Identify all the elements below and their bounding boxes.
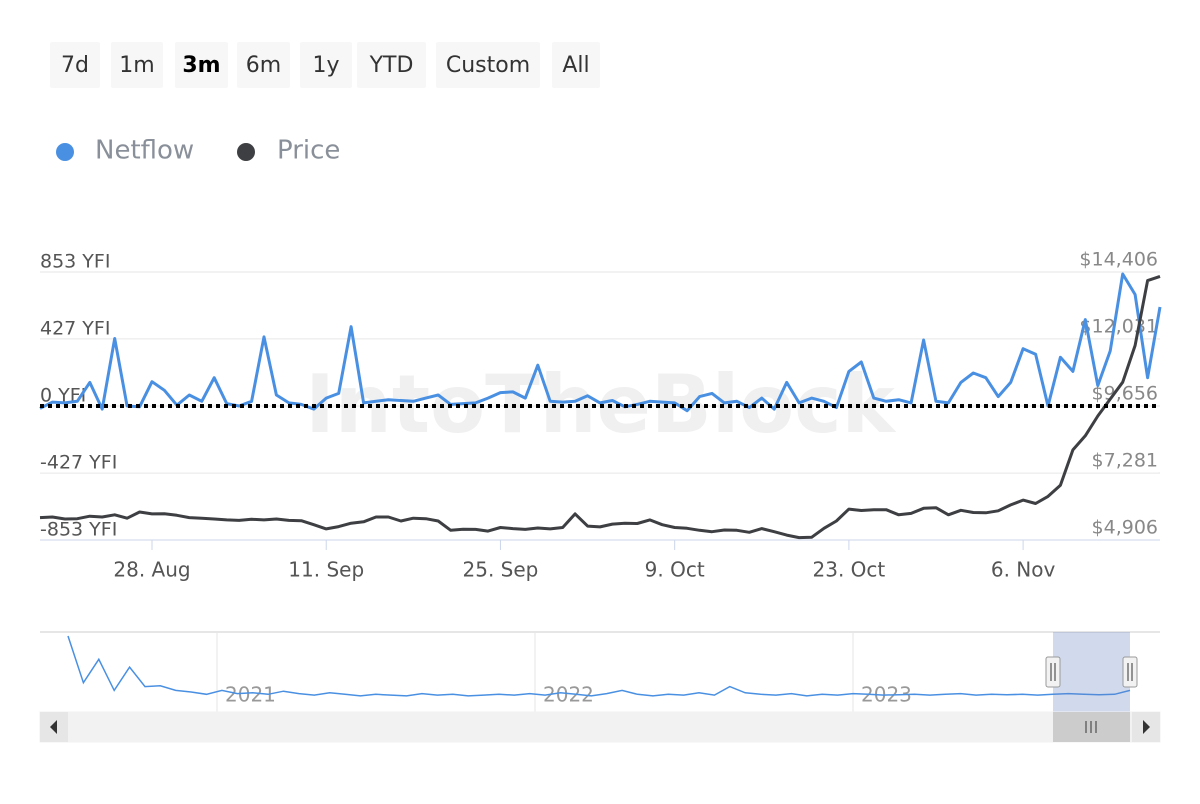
arrow-right <box>1143 720 1150 734</box>
range-button-label[interactable]: 1y <box>312 53 339 78</box>
range-button-label[interactable]: 6m <box>246 53 281 78</box>
range-button[interactable] <box>300 42 352 88</box>
range-button-label[interactable]: All <box>562 53 589 78</box>
range-button-label[interactable]: Custom <box>446 53 530 78</box>
scrollbar-track <box>39 711 1161 743</box>
x-tick-label: 23. Oct <box>813 558 886 582</box>
arrow-left <box>50 720 57 734</box>
navigator-line <box>67 635 1131 697</box>
y2-tick-label: $14,406 <box>1079 249 1158 271</box>
x-tick-label: 25. Sep <box>463 558 539 582</box>
x-tick-label: 9. Oct <box>645 558 705 582</box>
legend-label[interactable]: Price <box>277 136 340 166</box>
range-button[interactable] <box>50 42 100 88</box>
range-button-label[interactable]: 1m <box>119 53 154 78</box>
range-button[interactable] <box>357 42 426 88</box>
y2-tick-label: $9,656 <box>1092 383 1158 405</box>
legend-marker[interactable] <box>56 143 74 161</box>
series-line <box>39 272 1162 413</box>
range-button[interactable] <box>436 42 540 88</box>
y2-tick-label: $12,031 <box>1079 316 1158 338</box>
y-tick-label: -853 YFI <box>40 519 117 541</box>
legend-marker[interactable] <box>237 143 255 161</box>
range-button[interactable] <box>237 42 290 88</box>
range-button-label[interactable]: YTD <box>369 53 414 78</box>
navigator <box>40 632 1160 712</box>
y2-tick-label: $4,906 <box>1092 517 1158 539</box>
navigator-handle[interactable] <box>1045 656 1061 688</box>
range-button[interactable] <box>175 42 228 88</box>
navigator-mask[interactable] <box>1053 632 1130 712</box>
series-line <box>39 274 1161 540</box>
y2-tick-label: $7,281 <box>1092 450 1158 472</box>
x-tick-label: 6. Nov <box>991 558 1056 582</box>
range-button-label[interactable]: 3m <box>182 53 220 78</box>
range-button[interactable] <box>111 42 163 88</box>
range-button[interactable] <box>552 42 600 88</box>
x-tick-label: 11. Sep <box>288 558 364 582</box>
y-tick-label: 853 YFI <box>40 251 110 273</box>
range-button-label[interactable]: 7d <box>61 53 89 78</box>
navigator-handle[interactable] <box>1122 656 1138 688</box>
y-tick-label: -427 YFI <box>40 452 117 474</box>
y-tick-label: 427 YFI <box>40 317 110 339</box>
legend-label[interactable]: Netflow <box>95 136 194 166</box>
x-tick-label: 28. Aug <box>113 558 190 582</box>
